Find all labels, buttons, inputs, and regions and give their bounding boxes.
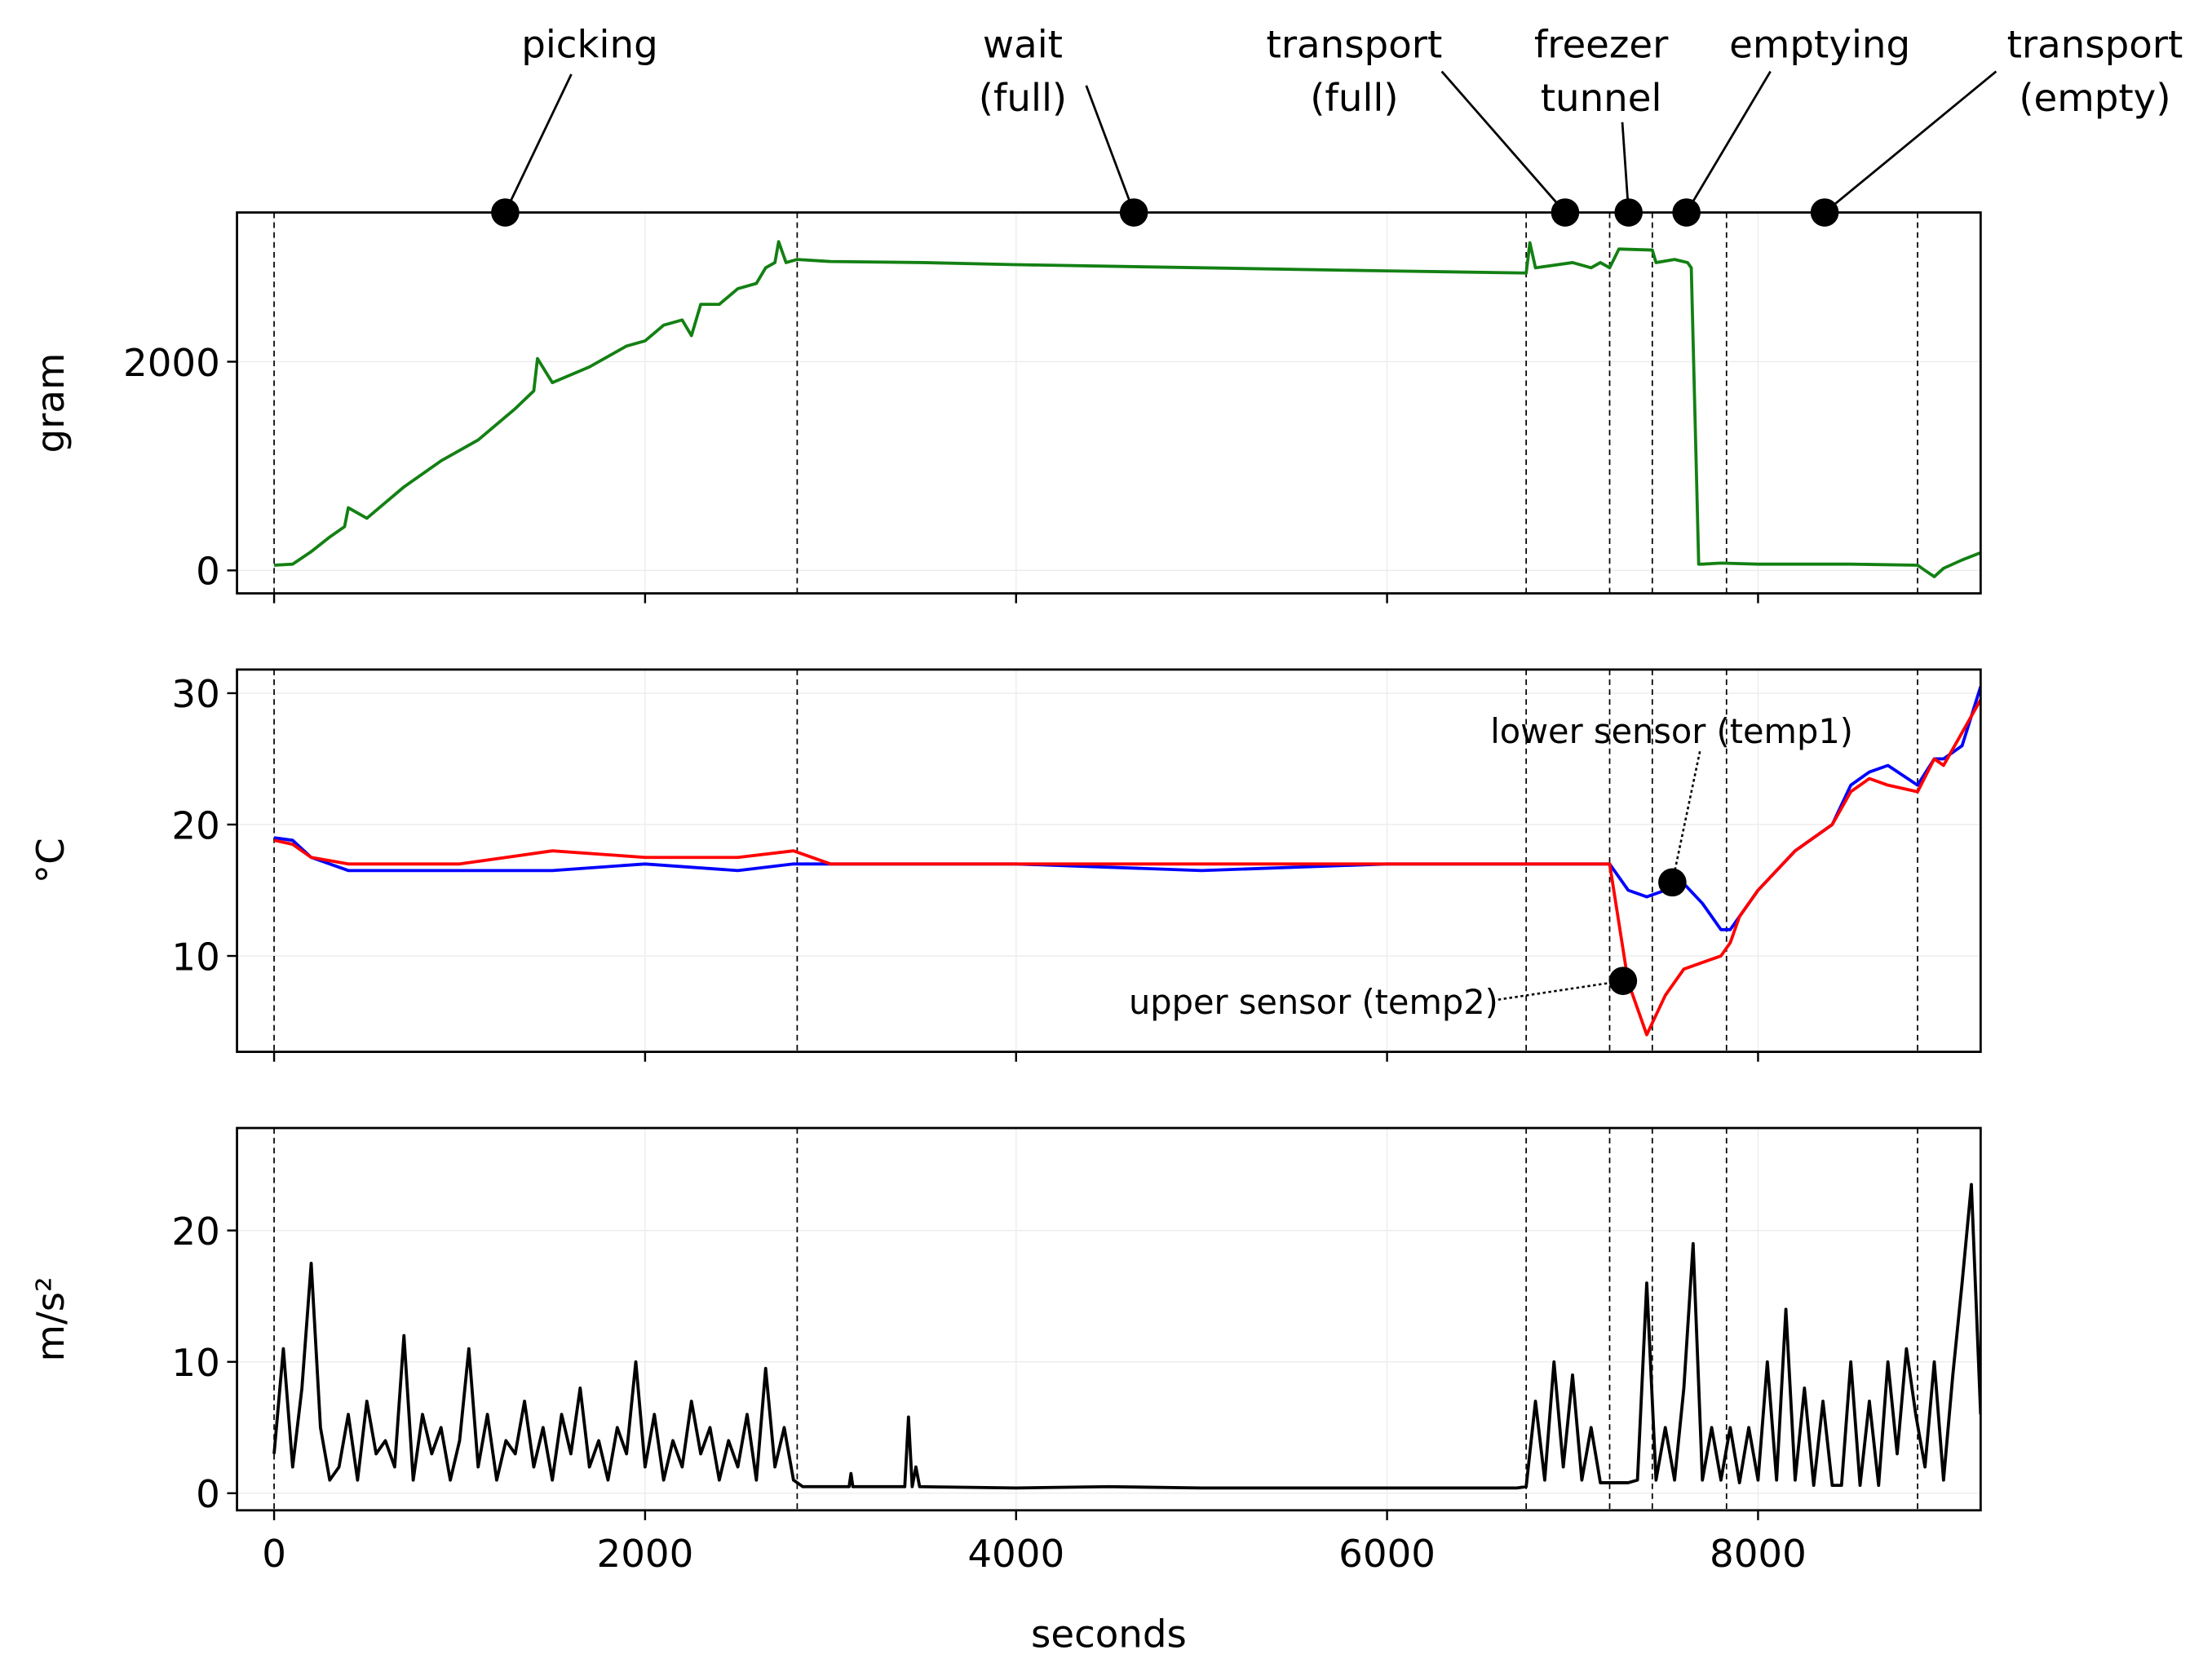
x-tick-label: 0 <box>262 1533 286 1577</box>
phase-label: (empty) <box>2019 77 2170 121</box>
annotation-arrow <box>1685 70 1772 214</box>
annotation-label: upper sensor (temp2) <box>1129 982 1498 1022</box>
data-line <box>273 686 1981 931</box>
annotation-point <box>491 198 520 227</box>
data-line <box>273 699 1981 1037</box>
y-tick-label: 2000 <box>123 342 220 386</box>
annotation-point <box>1810 198 1839 227</box>
phase-label: freezer <box>1534 23 1669 67</box>
y-tick-label: 0 <box>196 551 220 595</box>
y-axis-label: gram <box>29 353 73 453</box>
x-tick-label: 6000 <box>1338 1533 1436 1577</box>
y-axis-label: °C <box>29 838 73 883</box>
x-tick-label: 2000 <box>596 1533 693 1577</box>
annotation-point <box>1119 198 1148 227</box>
axes-frame <box>236 1126 1982 1512</box>
y-tick-label: 0 <box>196 1473 220 1517</box>
phase-label: wait <box>983 23 1063 67</box>
phase-label: (full) <box>1310 77 1398 121</box>
axes-frame <box>236 668 1982 1054</box>
phase-label: transport <box>1267 23 1443 67</box>
annotation-label: lower sensor (temp1) <box>1490 711 1853 751</box>
phase-label: emptying <box>1729 23 1910 67</box>
y-tick-label: 20 <box>171 1210 219 1254</box>
x-axis-label: seconds <box>1031 1613 1187 1657</box>
annotation-arrow <box>1498 980 1624 1001</box>
annotation-arrow <box>1085 85 1135 214</box>
x-tick-label: 8000 <box>1710 1533 1807 1577</box>
annotation-point <box>1608 966 1638 995</box>
annotation-arrow <box>1440 70 1566 214</box>
y-tick-label: 30 <box>171 673 219 717</box>
annotation-point <box>1614 198 1643 227</box>
data-line <box>273 240 1981 578</box>
y-axis-label: m/s² <box>29 1276 73 1361</box>
annotation-arrow <box>1621 122 1630 213</box>
y-tick-label: 20 <box>171 804 219 848</box>
annotation-point <box>1551 198 1580 227</box>
phase-label: transport <box>2007 23 2183 67</box>
x-tick-label: 4000 <box>967 1533 1064 1577</box>
y-tick-label: 10 <box>171 936 219 980</box>
phase-label: (full) <box>979 77 1067 121</box>
y-tick-label: 10 <box>171 1342 219 1386</box>
phase-label: tunnel <box>1541 77 1662 121</box>
annotation-point <box>1672 198 1701 227</box>
axes-frame <box>236 211 1982 595</box>
data-line <box>272 1183 1981 1490</box>
annotation-arrow <box>504 73 573 214</box>
annotation-arrow <box>1671 750 1701 883</box>
annotation-arrow <box>1824 70 1997 214</box>
annotation-point <box>1658 868 1687 897</box>
phase-label: picking <box>521 23 658 67</box>
